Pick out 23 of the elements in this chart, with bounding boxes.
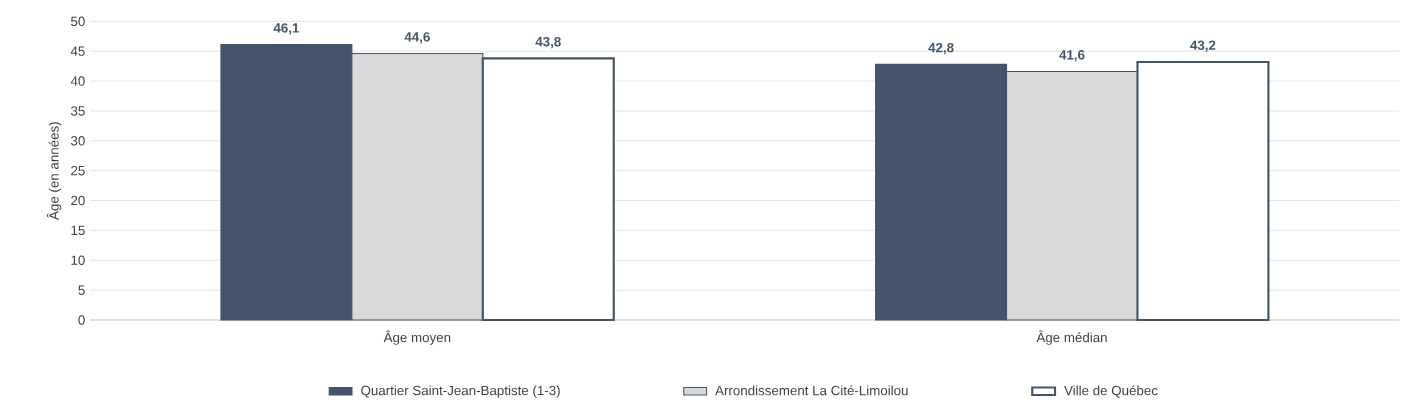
legend-label: Ville de Québec <box>1064 385 1158 398</box>
y-tick-label: 10 <box>71 255 85 265</box>
y-tick-label: 0 <box>78 315 85 325</box>
y-tick-label: 50 <box>71 16 85 27</box>
data-label: 41,6 <box>1059 50 1085 62</box>
legend-label: Quartier Saint-Jean-Baptiste (1-3) <box>361 385 560 398</box>
y-axis-title: Âge (en années) <box>46 122 62 220</box>
y-tick-label: 45 <box>70 46 85 56</box>
data-label: 42,8 <box>928 42 954 55</box>
data-label: 44,6 <box>404 32 430 44</box>
data-label: 46,1 <box>273 23 300 35</box>
y-tick-label: 25 <box>71 165 85 176</box>
y-tick-label: 30 <box>70 136 85 146</box>
x-tick-label: Âge moyen <box>383 330 451 345</box>
data-label: 43,2 <box>1190 40 1216 52</box>
legend-label: Arrondissement La Cité-Limoilou <box>715 385 908 396</box>
y-tick-label: 5 <box>78 285 85 295</box>
x-tick-label: Âge médian <box>1036 330 1107 345</box>
y-tick-label: 15 <box>71 225 85 236</box>
y-tick-label: 20 <box>71 195 85 206</box>
y-tick-label: 40 <box>70 76 85 86</box>
data-label: 43,8 <box>535 36 561 49</box>
y-tick-label: 35 <box>70 106 85 116</box>
